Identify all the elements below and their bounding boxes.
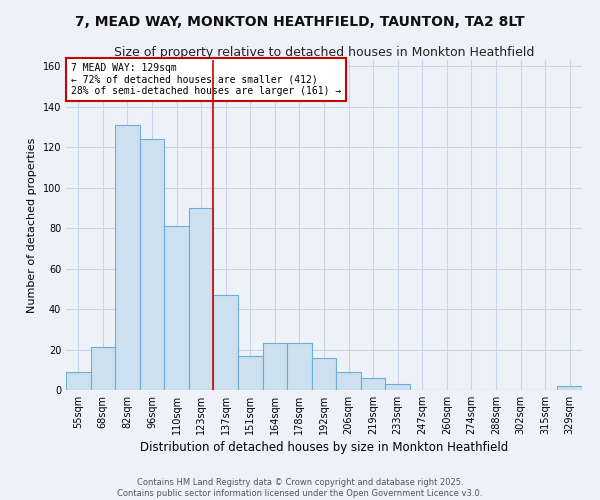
Bar bbox=[164, 226, 189, 390]
Text: 7 MEAD WAY: 129sqm
← 72% of detached houses are smaller (412)
28% of semi-detach: 7 MEAD WAY: 129sqm ← 72% of detached hou… bbox=[71, 64, 341, 96]
Bar bbox=[361, 378, 385, 390]
Y-axis label: Number of detached properties: Number of detached properties bbox=[27, 138, 37, 312]
Bar bbox=[287, 344, 312, 390]
Bar bbox=[214, 295, 238, 390]
Bar bbox=[557, 386, 582, 390]
Bar bbox=[385, 384, 410, 390]
Title: Size of property relative to detached houses in Monkton Heathfield: Size of property relative to detached ho… bbox=[114, 46, 534, 59]
Bar bbox=[263, 344, 287, 390]
Bar bbox=[66, 372, 91, 390]
Bar bbox=[115, 125, 140, 390]
Bar bbox=[336, 372, 361, 390]
Text: Contains HM Land Registry data © Crown copyright and database right 2025.
Contai: Contains HM Land Registry data © Crown c… bbox=[118, 478, 482, 498]
X-axis label: Distribution of detached houses by size in Monkton Heathfield: Distribution of detached houses by size … bbox=[140, 441, 508, 454]
Bar bbox=[91, 348, 115, 390]
Bar bbox=[189, 208, 214, 390]
Text: 7, MEAD WAY, MONKTON HEATHFIELD, TAUNTON, TA2 8LT: 7, MEAD WAY, MONKTON HEATHFIELD, TAUNTON… bbox=[75, 15, 525, 29]
Bar bbox=[312, 358, 336, 390]
Bar bbox=[238, 356, 263, 390]
Bar bbox=[140, 139, 164, 390]
